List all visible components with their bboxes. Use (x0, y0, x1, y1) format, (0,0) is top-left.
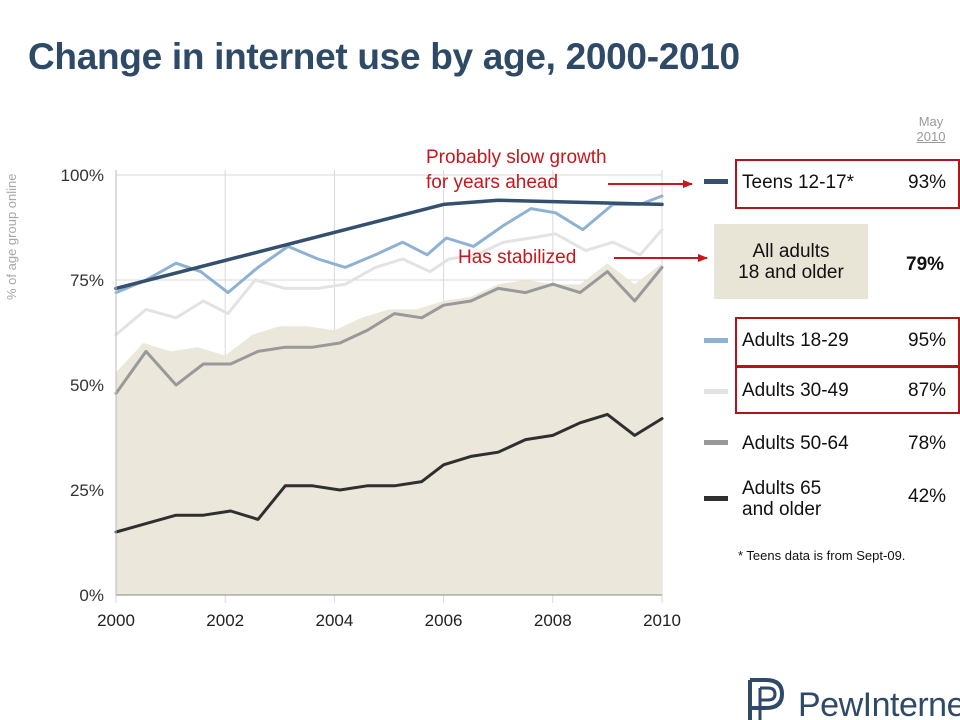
y-tick-label: 75% (70, 271, 104, 290)
annotation-slow-growth-line1: Probably slow growth (426, 147, 607, 168)
series-line-adults-50-64 (114, 265, 664, 395)
legend-value-30-49: 87% (908, 380, 947, 401)
page-title: Change in internet use by age, 2000-2010 (28, 36, 740, 77)
legend-swatch-50-64 (704, 440, 728, 445)
highlight-box-30-49 (735, 366, 960, 414)
legend-label-18-29: Adults 18-29 (742, 330, 849, 351)
x-tick-label: 2002 (206, 611, 244, 630)
legend-swatch-30-49 (704, 389, 728, 394)
y-tick-label: 25% (70, 481, 104, 500)
legend-value-50-64: 78% (908, 433, 947, 454)
x-tick-label: 2006 (425, 611, 463, 630)
legend-label-65-plus-line1: Adults 65 (742, 478, 822, 499)
legend-label-teens: Teens 12-17* (742, 172, 854, 193)
legend-header-year: 2010 (916, 129, 946, 144)
legend-label-65-plus: Adults 65 and older (742, 478, 821, 520)
pew-logo-icon (748, 678, 785, 720)
legend-swatch-18-29 (704, 338, 728, 343)
y-tick-label: 100% (61, 166, 104, 185)
x-tick-label: 2004 (315, 611, 353, 630)
legend-value-all-adults: 79% (906, 254, 945, 275)
legend-header-month: May (918, 114, 944, 129)
legend-label-65-plus-line2: and older (742, 499, 822, 520)
y-axis-label: % of age group online (4, 173, 19, 300)
annotation-slow-growth-line2: for years ahead (426, 172, 559, 193)
legend-label-30-49: Adults 30-49 (742, 380, 849, 401)
y-tick-label: 50% (70, 376, 104, 395)
legend-swatch-65-plus (704, 496, 728, 501)
annotation-slow-growth: Probably slow growth for years ahead (426, 145, 607, 195)
y-tick-label: 0% (79, 586, 104, 605)
legend-swatch-teens (704, 179, 728, 184)
series-line-adults-30-49 (114, 228, 664, 337)
area-all-adults (116, 263, 662, 595)
logo-text: PewInternet (798, 686, 960, 720)
pew-logo: PewInternet (746, 678, 960, 720)
legend-value-18-29: 95% (908, 330, 947, 351)
series-line-adults-65-and-older (114, 412, 664, 534)
x-tick-label: 2000 (97, 611, 135, 630)
footnote: * Teens data is from Sept-09. (738, 548, 906, 563)
highlight-box-teens (735, 159, 960, 209)
legend-all-adults-line2: 18 and older (738, 261, 844, 283)
legend-value-teens: 93% (908, 172, 947, 193)
legend-label-50-64: Adults 50-64 (742, 433, 849, 454)
legend-value-65-plus: 42% (908, 486, 947, 507)
annotation-arrows (608, 180, 708, 262)
legend-all-adults-line1: All adults (752, 240, 830, 262)
x-tick-label: 2010 (643, 611, 681, 630)
series-line-adults-18-29 (114, 194, 664, 295)
legend-all-adults-box: All adults 18 and older (714, 224, 868, 299)
x-tick-label: 2008 (534, 611, 572, 630)
series-line-teens-12-17 (114, 198, 664, 291)
legend-header: May 2010 (905, 114, 957, 144)
annotation-stabilized: Has stabilized (458, 247, 577, 268)
